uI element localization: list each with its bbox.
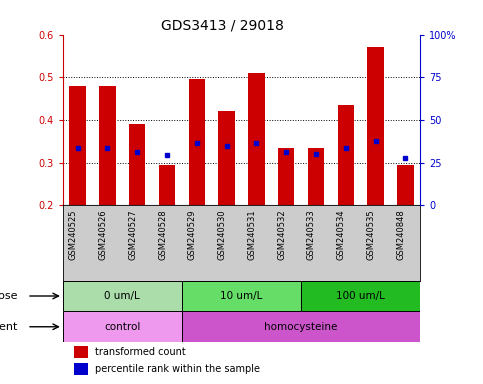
Text: GSM240534: GSM240534 xyxy=(337,209,346,260)
Bar xyxy=(63,281,182,311)
Text: GSM240528: GSM240528 xyxy=(158,209,167,260)
Bar xyxy=(73,346,88,358)
Text: GSM240533: GSM240533 xyxy=(307,209,316,260)
Text: GSM240529: GSM240529 xyxy=(188,209,197,260)
Bar xyxy=(70,86,86,205)
Bar xyxy=(129,124,145,205)
Text: GSM240531: GSM240531 xyxy=(247,209,256,260)
Bar xyxy=(248,73,265,205)
Text: dose: dose xyxy=(0,291,18,301)
Bar xyxy=(278,148,294,205)
Text: GSM240525: GSM240525 xyxy=(69,209,78,260)
Bar xyxy=(63,311,182,342)
Text: percentile rank within the sample: percentile rank within the sample xyxy=(95,364,260,374)
Text: GSM240526: GSM240526 xyxy=(99,209,108,260)
Bar xyxy=(159,165,175,205)
Bar xyxy=(338,105,354,205)
Text: GSM240535: GSM240535 xyxy=(367,209,376,260)
Bar xyxy=(218,111,235,205)
Bar xyxy=(182,281,301,311)
Bar xyxy=(189,79,205,205)
Bar xyxy=(73,362,88,375)
Text: control: control xyxy=(104,322,141,332)
Text: GSM240530: GSM240530 xyxy=(218,209,227,260)
Text: GSM240532: GSM240532 xyxy=(277,209,286,260)
Text: 0 um/L: 0 um/L xyxy=(104,291,140,301)
Bar xyxy=(397,165,413,205)
Bar xyxy=(368,47,384,205)
Bar xyxy=(182,311,420,342)
Bar xyxy=(99,86,115,205)
Text: 10 um/L: 10 um/L xyxy=(220,291,263,301)
Text: 100 um/L: 100 um/L xyxy=(336,291,385,301)
Text: homocysteine: homocysteine xyxy=(264,322,338,332)
Bar xyxy=(301,281,420,311)
Text: transformed count: transformed count xyxy=(95,347,185,357)
Text: GSM240848: GSM240848 xyxy=(397,209,405,260)
Text: GSM240527: GSM240527 xyxy=(128,209,137,260)
Bar xyxy=(308,148,324,205)
Text: agent: agent xyxy=(0,322,18,332)
Text: GDS3413 / 29018: GDS3413 / 29018 xyxy=(161,19,284,33)
